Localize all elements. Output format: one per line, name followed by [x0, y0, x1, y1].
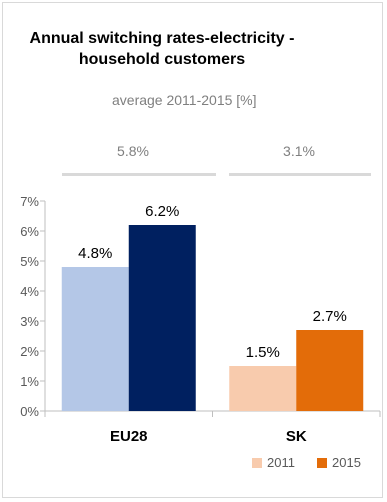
bar-eu28-2015: [128, 225, 196, 411]
average-label-sk: 3.1%: [283, 143, 315, 159]
bar-sk-2011: [229, 366, 297, 411]
bar-sk-2015: [296, 330, 364, 411]
y-tick-label: 0%: [20, 404, 39, 419]
x-category-label: EU28: [110, 428, 148, 445]
data-label-eu28-2011: 4.8%: [78, 245, 112, 262]
y-tick-label: 5%: [20, 254, 39, 269]
legend-swatch-2011: [252, 457, 262, 468]
x-category-label: SK: [286, 428, 307, 445]
average-label-eu28: 5.8%: [117, 143, 149, 159]
y-tick-label: 6%: [20, 224, 39, 239]
y-tick-label: 1%: [20, 374, 39, 389]
chart-title-line-1: Annual switching rates-electricity -: [29, 30, 295, 47]
y-tick-label: 7%: [20, 194, 39, 209]
legend-item-2011: 2011: [252, 455, 295, 470]
y-tick-label: 3%: [20, 314, 39, 329]
chart-title-line-2: household customers: [78, 51, 246, 68]
average-underline-eu28: [62, 173, 216, 176]
average-underline-sk: [229, 173, 371, 176]
data-label-sk-2015: 2.7%: [313, 308, 347, 325]
legend-label-2015: 2015: [332, 455, 361, 470]
chart-title: Annual switching rates-electricity - hou…: [0, 28, 320, 70]
data-label-eu28-2015: 6.2%: [145, 203, 179, 220]
legend-label-2011: 2011: [267, 455, 295, 470]
bar-eu28-2011: [61, 267, 129, 411]
legend-swatch-2015: [317, 457, 327, 468]
y-tick-label: 4%: [20, 284, 39, 299]
data-label-sk-2011: 1.5%: [246, 344, 280, 361]
legend-item-2015: 2015: [317, 455, 361, 470]
chart-subtitle: average 2011-2015 [%]: [112, 92, 257, 108]
y-tick-label: 2%: [20, 344, 39, 359]
